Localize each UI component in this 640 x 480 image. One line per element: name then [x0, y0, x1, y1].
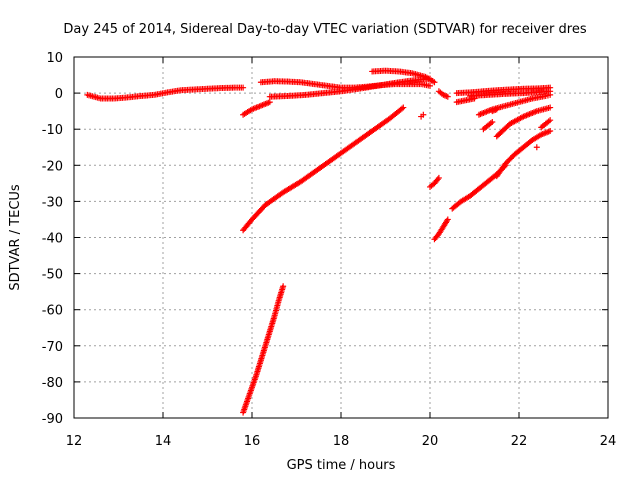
data-points	[84, 67, 554, 416]
y-tick-label: -30	[42, 195, 63, 210]
data-point-fill	[330, 155, 337, 162]
data-point-fill	[257, 358, 264, 365]
x-tick-label: 16	[244, 434, 261, 449]
y-axis-label: SDTVAR / TECUs	[8, 184, 23, 291]
data-point-fill	[398, 105, 405, 112]
data-point-fill	[482, 180, 489, 187]
data-point-fill	[313, 167, 320, 174]
data-point-fill	[425, 82, 432, 89]
data-point-fill	[527, 95, 534, 102]
y-tick-label: -40	[42, 232, 63, 247]
data-point-fill	[443, 93, 450, 100]
data-point-fill	[384, 117, 391, 124]
y-tick-label: -80	[42, 376, 63, 391]
data-point-fill	[275, 299, 282, 306]
data-point-fill	[248, 385, 255, 392]
data-point-fill	[260, 204, 267, 211]
grid	[74, 57, 608, 418]
data-point-fill	[407, 70, 414, 77]
data-point-fill	[238, 84, 245, 91]
data-point-fill	[526, 139, 533, 146]
x-axis-label: GPS time / hours	[287, 458, 396, 473]
axis-ticks: 12 14 16 18 20 22 24 10 0 -10 -20 -30 -40 -50 -60 -70 -8…	[42, 51, 617, 449]
x-tick-label: 12	[66, 434, 83, 449]
data-point-fill	[544, 92, 551, 99]
y-tick-label: 10	[46, 51, 63, 66]
y-tick-label: -10	[42, 123, 63, 138]
data-point-fill	[265, 99, 272, 106]
y-tick-label: 0	[55, 87, 63, 102]
data-point-fill	[246, 219, 253, 226]
data-point-fill	[504, 123, 511, 130]
x-tick-label: 22	[511, 434, 528, 449]
x-tick-label: 20	[422, 434, 439, 449]
data-point-fill	[545, 128, 552, 135]
data-point-fill	[443, 217, 450, 224]
data-point-fill	[279, 284, 286, 291]
data-point-fill	[509, 154, 516, 161]
data-point-fill	[366, 129, 373, 136]
data-point-fill	[256, 103, 263, 110]
data-point-fill	[348, 142, 355, 149]
data-point-fill	[433, 177, 440, 184]
data-point-fill	[487, 120, 494, 127]
data-point-fill	[434, 176, 441, 183]
y-tick-label: -60	[42, 304, 63, 319]
data-point-fill	[455, 200, 462, 207]
data-point-fill	[295, 180, 302, 187]
data-point-fill	[420, 73, 427, 80]
data-point-fill	[532, 108, 539, 115]
data-point-fill	[500, 103, 507, 110]
data-point-fill	[243, 398, 250, 405]
data-point-fill	[277, 191, 284, 198]
data-point-fill	[397, 106, 404, 113]
data-point-fill	[492, 106, 499, 113]
data-point-fill	[514, 99, 521, 106]
data-point-fill	[545, 104, 552, 111]
y-tick-label: -70	[42, 340, 63, 355]
data-point-fill	[545, 118, 552, 125]
data-point-fill	[433, 233, 440, 240]
data-point-fill	[517, 146, 524, 153]
y-tick-label: -50	[42, 268, 63, 283]
chart-title: Day 245 of 2014, Sidereal Day-to-day VTE…	[63, 22, 586, 37]
x-tick-label: 24	[600, 434, 617, 449]
data-point	[420, 111, 427, 118]
x-tick-label: 18	[333, 434, 350, 449]
data-point-fill	[541, 93, 548, 100]
data-point-fill	[473, 187, 480, 194]
y-tick-label: -90	[42, 412, 63, 427]
data-point-fill	[261, 344, 268, 351]
data-point-fill	[252, 373, 259, 380]
data-point-fill	[429, 78, 436, 85]
x-tick-label: 14	[155, 434, 172, 449]
data-point-fill	[270, 315, 277, 322]
data-point	[533, 144, 540, 151]
data-point-fill	[266, 329, 273, 336]
y-tick-label: -20	[42, 159, 63, 174]
